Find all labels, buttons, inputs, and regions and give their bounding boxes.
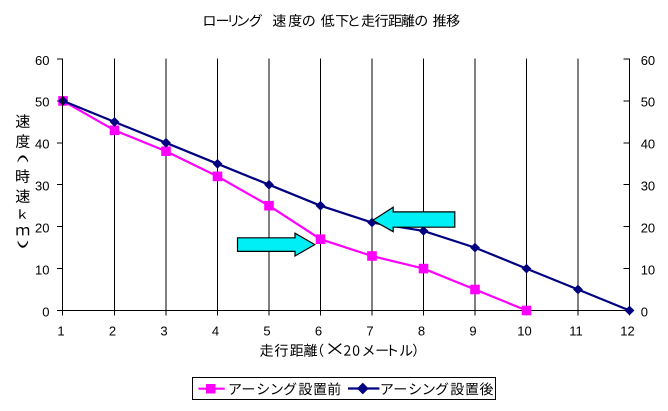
svg-text:30: 30 — [641, 179, 655, 194]
svg-text:40: 40 — [641, 137, 655, 152]
svg-text:60: 60 — [641, 53, 655, 68]
svg-text:40: 40 — [35, 137, 49, 152]
svg-text:20: 20 — [35, 221, 49, 236]
svg-text:2: 2 — [109, 323, 116, 338]
svg-text:10: 10 — [641, 262, 655, 277]
svg-text:6: 6 — [315, 323, 322, 338]
svg-text:10: 10 — [35, 262, 49, 277]
svg-text:10: 10 — [517, 323, 531, 338]
svg-text:7: 7 — [366, 323, 373, 338]
svg-text:8: 8 — [418, 323, 425, 338]
svg-text:5: 5 — [263, 323, 270, 338]
svg-text:9: 9 — [469, 323, 476, 338]
svg-text:0: 0 — [641, 304, 648, 319]
svg-text:50: 50 — [35, 95, 49, 110]
svg-text:30: 30 — [35, 179, 49, 194]
svg-text:60: 60 — [35, 53, 49, 68]
svg-text:11: 11 — [569, 323, 583, 338]
svg-text:0: 0 — [42, 304, 49, 319]
svg-text:20: 20 — [641, 221, 655, 236]
svg-text:1: 1 — [57, 323, 64, 338]
svg-text:4: 4 — [212, 323, 219, 338]
svg-text:3: 3 — [160, 323, 167, 338]
svg-text:50: 50 — [641, 95, 655, 110]
svg-text:12: 12 — [620, 323, 634, 338]
